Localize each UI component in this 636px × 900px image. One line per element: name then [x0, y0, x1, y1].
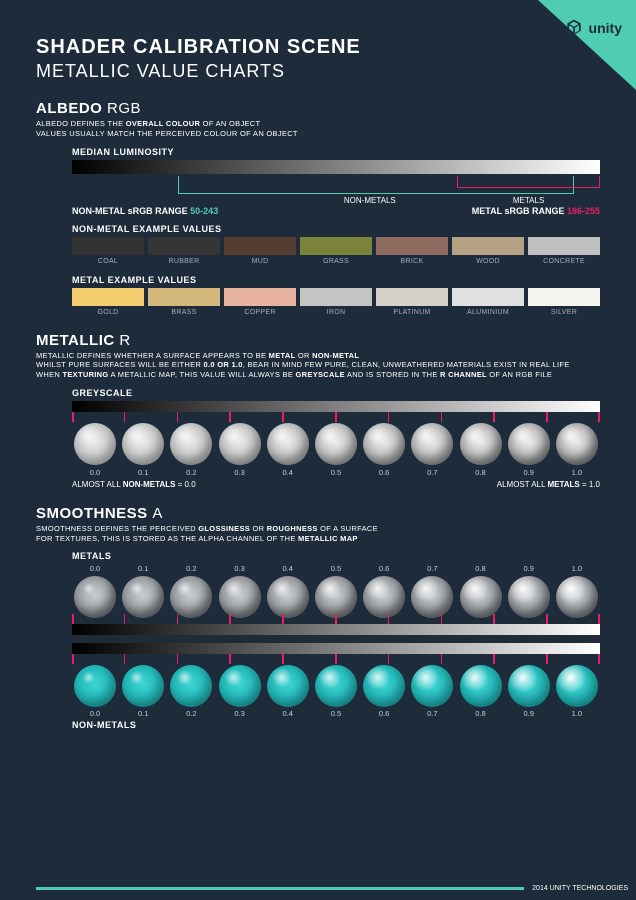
sphere [506, 576, 552, 618]
swatch-mud: MUD [224, 237, 296, 265]
smoothness-desc: SMOOTHNESS DEFINES THE PERCEIVED GLOSSIN… [36, 524, 600, 544]
sphere: 0.9 [506, 423, 552, 477]
sphere [168, 665, 214, 707]
metal-bracket [457, 176, 600, 188]
smoothness-top-values: 0.00.10.20.30.40.50.60.70.80.91.0 [72, 564, 600, 573]
sphere [458, 576, 504, 618]
sphere [361, 576, 407, 618]
swatch-iron: IRON [300, 288, 372, 316]
metallic-title: METALLIC R [36, 332, 600, 349]
nonmetal-swatches: COALRUBBERMUDGRASSBRICKWOODCONCRETE [72, 237, 600, 265]
metal-bracket-label: METALS [513, 196, 544, 205]
sphere [458, 665, 504, 707]
luminosity-gradient [72, 160, 600, 174]
bracket-row: NON-METALS METALS [72, 176, 600, 204]
sphere [168, 576, 214, 618]
sphere [409, 665, 455, 707]
sphere: 0.4 [265, 423, 311, 477]
metal-examples-label: METAL EXAMPLE VALUES [72, 275, 600, 285]
smoothness-ticks-2 [72, 654, 600, 662]
sphere: 0.6 [361, 423, 407, 477]
sphere: 0.3 [217, 423, 263, 477]
sphere: 0.0 [72, 423, 118, 477]
page-subtitle: METALLIC VALUE CHARTS [36, 61, 600, 82]
smooth-nonmetals-label: NON-METALS [72, 720, 600, 730]
smoothness-section: SMOOTHNESS A SMOOTHNESS DEFINES THE PERC… [36, 505, 600, 731]
sphere [120, 576, 166, 618]
smoothness-ticks-1 [72, 616, 600, 624]
smooth-gradient-2 [72, 643, 600, 654]
sphere [217, 576, 263, 618]
sphere: 0.8 [458, 423, 504, 477]
sphere [554, 665, 600, 707]
sphere: 0.1 [120, 423, 166, 477]
metallic-notes: ALMOST ALL NON-METALS = 0.0ALMOST ALL ME… [72, 480, 600, 489]
sphere [313, 576, 359, 618]
swatch-rubber: RUBBER [148, 237, 220, 265]
albedo-desc: ALBEDO DEFINES THE OVERALL COLOUR OF AN … [36, 119, 600, 139]
nonmetal-examples-label: NON-METAL EXAMPLE VALUES [72, 224, 600, 234]
sphere [409, 576, 455, 618]
albedo-title: ALBEDO RGB [36, 100, 600, 117]
metallic-desc: METALLIC DEFINES WHETHER A SURFACE APPEA… [36, 351, 600, 380]
sphere [120, 665, 166, 707]
sphere [313, 665, 359, 707]
sphere: 1.0 [554, 423, 600, 477]
sphere [554, 576, 600, 618]
swatch-brass: BRASS [148, 288, 220, 316]
sphere [506, 665, 552, 707]
sphere [265, 576, 311, 618]
swatch-gold: GOLD [72, 288, 144, 316]
sphere: 0.2 [168, 423, 214, 477]
sphere: 0.7 [409, 423, 455, 477]
page-title: SHADER CALIBRATION SCENE [36, 36, 600, 59]
swatch-silver: SILVER [528, 288, 600, 316]
swatch-brick: BRICK [376, 237, 448, 265]
nonmetal-bracket-label: NON-METALS [344, 196, 396, 205]
swatch-wood: WOOD [452, 237, 524, 265]
smooth-gradient-1 [72, 624, 600, 635]
swatch-platinum: PLATINUM [376, 288, 448, 316]
smoothness-metal-spheres [72, 576, 600, 618]
swatch-concrete: CONCRETE [528, 237, 600, 265]
sphere [217, 665, 263, 707]
sphere [72, 665, 118, 707]
albedo-section: ALBEDO RGB ALBEDO DEFINES THE OVERALL CO… [36, 100, 600, 316]
metallic-section: METALLIC R METALLIC DEFINES WHETHER A SU… [36, 332, 600, 489]
smoothness-nonmetal-spheres [72, 665, 600, 707]
greyscale-label: GREYSCALE [72, 388, 600, 398]
footer: 2014 UNITY TECHNOLOGIES [36, 885, 636, 892]
smooth-metals-label: METALS [72, 551, 600, 561]
sphere: 0.5 [313, 423, 359, 477]
median-luminosity-label: MEDIAN LUMINOSITY [72, 147, 600, 157]
metallic-ticks [72, 412, 600, 420]
greyscale-gradient [72, 401, 600, 412]
swatch-copper: COPPER [224, 288, 296, 316]
swatch-aluminium: ALUMINIUM [452, 288, 524, 316]
range-row: NON-METAL sRGB RANGE 50-243 METAL sRGB R… [72, 206, 600, 216]
sphere [361, 665, 407, 707]
metal-swatches: GOLDBRASSCOPPERIRONPLATINUMALUMINIUMSILV… [72, 288, 600, 316]
swatch-coal: COAL [72, 237, 144, 265]
metallic-spheres: 0.00.10.20.30.40.50.60.70.80.91.0 [72, 423, 600, 477]
smoothness-title: SMOOTHNESS A [36, 505, 600, 522]
smoothness-bottom-values: 0.00.10.20.30.40.50.60.70.80.91.0 [72, 709, 600, 718]
swatch-grass: GRASS [300, 237, 372, 265]
sphere [265, 665, 311, 707]
sphere [72, 576, 118, 618]
